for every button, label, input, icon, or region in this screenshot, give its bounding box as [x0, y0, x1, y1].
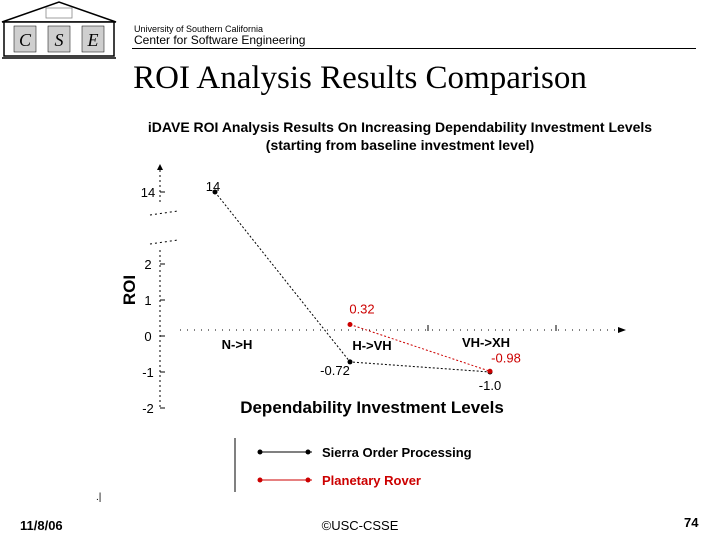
- data-point: [347, 359, 353, 365]
- chart-title-line2: (starting from baseline investment level…: [265, 137, 535, 153]
- legend-swatch-marker: [257, 477, 263, 483]
- data-label: -1.0: [479, 378, 501, 393]
- cse-logo: C S E: [1, 1, 117, 59]
- footer-copyright: ©USC-CSSE: [321, 518, 399, 533]
- x-category-label: VH->XH: [462, 335, 510, 350]
- data-point: [212, 189, 218, 195]
- x-axis-label: Dependability Investment Levels: [240, 398, 504, 417]
- legend-swatch-marker: [305, 477, 311, 483]
- logo-letter-c: C: [19, 30, 32, 50]
- legend-label: Planetary Rover: [322, 473, 421, 488]
- legend-swatch-marker: [305, 449, 311, 455]
- y-tick-label: 2: [144, 257, 151, 272]
- logo-letter-s: S: [55, 30, 64, 50]
- logo-letter-e: E: [87, 30, 99, 50]
- footer-date: 11/8/06: [20, 518, 63, 533]
- data-label: 0.32: [349, 301, 374, 316]
- y-tick-label: 0: [144, 329, 151, 344]
- axis-break-mark-bottom: [149, 239, 179, 245]
- chart-title: iDAVE ROI Analysis Results On Increasing…: [80, 118, 720, 154]
- center-name: Center for Software Engineering: [134, 33, 306, 47]
- y-axis-label: ROI: [120, 275, 139, 305]
- y-tick-label: -1: [142, 365, 154, 380]
- y-tick-label: 14: [141, 185, 155, 200]
- series-line: [349, 324, 491, 372]
- legend-swatch-marker: [257, 449, 263, 455]
- data-label: 14: [206, 179, 220, 194]
- data-label: -0.72: [320, 363, 350, 378]
- corner-mark: .|: [96, 492, 101, 503]
- legend-label: Sierra Order Processing: [322, 445, 472, 460]
- data-label: -0.98: [491, 350, 521, 365]
- x-category-label: N->H: [222, 337, 253, 352]
- axis-break-mark-top: [149, 210, 179, 216]
- slide-title: ROI Analysis Results Comparison: [133, 60, 587, 96]
- y-tick-label: -2: [142, 401, 154, 416]
- x-category-label: H->VH: [352, 338, 391, 353]
- y-tick-label: 1: [144, 293, 151, 308]
- header-rule: [132, 48, 696, 49]
- chart-title-line1: iDAVE ROI Analysis Results On Increasing…: [147, 119, 653, 135]
- university-name: University of Southern California: [134, 24, 264, 34]
- data-point: [487, 368, 493, 374]
- y-axis-arrow: [157, 164, 163, 170]
- page-number: 74: [684, 515, 699, 530]
- data-point: [347, 321, 353, 327]
- x-axis-arrow: [618, 327, 626, 333]
